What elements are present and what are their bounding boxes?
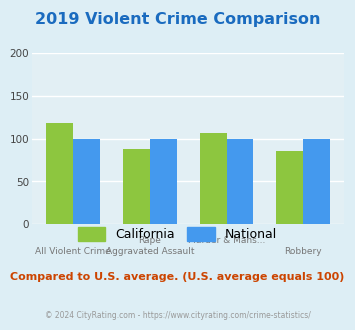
Text: © 2024 CityRating.com - https://www.cityrating.com/crime-statistics/: © 2024 CityRating.com - https://www.city…	[45, 311, 310, 320]
Text: Murder & Mans...: Murder & Mans...	[188, 236, 265, 246]
Bar	[277, 151, 303, 224]
Text: Rape: Rape	[138, 236, 161, 246]
Text: Compared to U.S. average. (U.S. average equals 100): Compared to U.S. average. (U.S. average …	[10, 272, 345, 282]
Text: All Violent Crime: All Violent Crime	[35, 247, 111, 256]
Text: Aggravated Assault: Aggravated Assault	[105, 247, 194, 256]
Text: 2019 Violent Crime Comparison: 2019 Violent Crime Comparison	[35, 12, 320, 26]
Bar	[226, 139, 253, 224]
Bar	[73, 139, 100, 224]
Text: Robbery: Robbery	[284, 247, 322, 256]
Bar	[123, 149, 150, 224]
Bar	[46, 123, 73, 224]
Bar	[200, 133, 226, 224]
Bar	[150, 139, 177, 224]
Legend: California, National: California, National	[73, 222, 282, 246]
Bar	[303, 139, 330, 224]
